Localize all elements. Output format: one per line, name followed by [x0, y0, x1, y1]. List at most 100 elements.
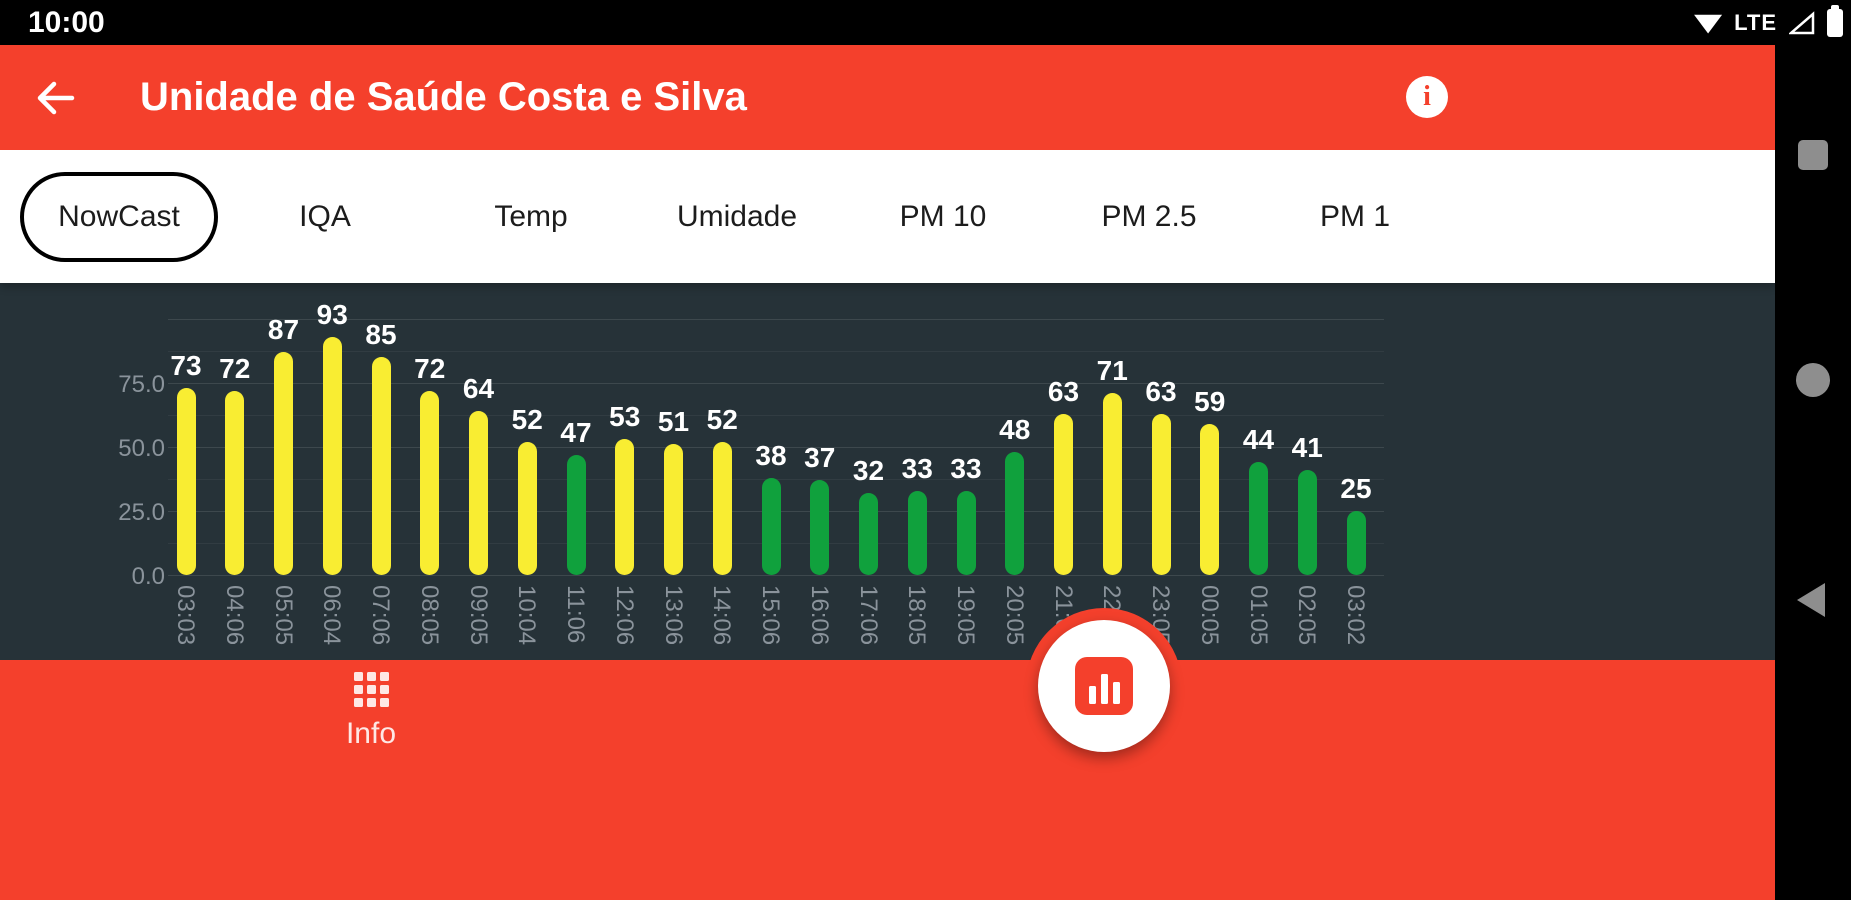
bar[interactable]	[274, 352, 293, 575]
bar-value-label: 25	[1340, 473, 1372, 504]
bar-value-label: 48	[999, 414, 1031, 446]
bottom-bar: Info	[0, 660, 1775, 900]
bar-value-label: 53	[609, 401, 641, 433]
x-tick-label: 10:04	[513, 585, 541, 646]
y-tick-label: 0.0	[131, 563, 165, 590]
tab-pm-2-5[interactable]: PM 2.5	[1046, 200, 1252, 234]
bar[interactable]	[712, 441, 732, 575]
x-tick-label: 19:05	[952, 585, 979, 646]
bar-value-label: 38	[755, 439, 787, 471]
status-time: 10:00	[28, 6, 105, 39]
x-tick-label: 04:06	[220, 585, 248, 646]
tab-label: Temp	[494, 199, 568, 233]
bar[interactable]	[956, 490, 976, 575]
bar[interactable]	[225, 390, 245, 575]
network-type-label: LTE	[1734, 9, 1777, 35]
gridline	[168, 575, 1384, 576]
bar-value-label: 87	[267, 314, 300, 346]
home-circle-icon[interactable]	[1796, 363, 1830, 397]
x-tick-label: 18:05	[903, 585, 931, 646]
bottom-nav-info-label: Info	[345, 717, 397, 750]
tab-nowcast[interactable]: NowCast	[16, 171, 222, 262]
bar-chart-icon	[1075, 657, 1133, 715]
signal-icon	[1789, 10, 1815, 34]
bar-value-label: 63	[1047, 375, 1080, 407]
bar[interactable]	[615, 439, 635, 575]
info-button[interactable]: i	[1406, 76, 1448, 118]
gridline	[168, 351, 1384, 352]
tab-label: PM 2.5	[1101, 199, 1197, 233]
bar-value-label: 52	[706, 403, 738, 435]
recents-square-icon[interactable]	[1798, 140, 1828, 170]
bar-value-label: 72	[219, 352, 251, 384]
gridline	[168, 319, 1384, 320]
bar-value-label: 59	[1194, 385, 1226, 417]
bar-value-label: 85	[365, 319, 397, 351]
tab-pm-1[interactable]: PM 1	[1252, 200, 1458, 234]
x-tick-label: 17:06	[854, 585, 882, 646]
x-tick-label: 07:06	[367, 585, 394, 646]
chart-fab-button[interactable]	[1038, 620, 1170, 752]
bar[interactable]	[907, 490, 927, 575]
bar[interactable]	[1249, 462, 1268, 575]
x-tick-label: 05:05	[269, 585, 297, 646]
gridline	[168, 447, 1384, 448]
android-nav-bar	[1775, 0, 1851, 900]
back-button[interactable]	[30, 73, 80, 123]
bar[interactable]	[1346, 511, 1366, 575]
tab-iqa[interactable]: IQA	[222, 200, 428, 234]
tab-label: NowCast	[20, 171, 218, 262]
tab-umidade[interactable]: Umidade	[634, 200, 840, 234]
gridline	[168, 383, 1384, 384]
bar[interactable]	[1297, 470, 1317, 575]
bar[interactable]	[517, 441, 537, 575]
y-tick-label: 75.0	[118, 371, 165, 398]
wifi-icon	[1694, 14, 1723, 34]
bar[interactable]	[1200, 423, 1220, 575]
x-tick-label: 09:05	[464, 585, 492, 646]
info-icon: i	[1423, 81, 1431, 112]
tab-temp[interactable]: Temp	[428, 200, 634, 234]
x-tick-label: 13:06	[659, 585, 687, 646]
bar-value-label: 33	[950, 452, 982, 484]
bar[interactable]	[371, 357, 391, 575]
bar[interactable]	[761, 477, 781, 575]
bar-value-label: 73	[170, 350, 202, 382]
bar[interactable]	[322, 336, 342, 575]
bar[interactable]	[810, 480, 830, 575]
tab-label: PM 1	[1319, 199, 1391, 233]
x-tick-label: 14:06	[708, 585, 736, 646]
x-tick-label: 00:05	[1195, 585, 1223, 646]
x-tick-label: 12:06	[610, 585, 638, 646]
bar[interactable]	[1151, 413, 1171, 575]
tab-pm-10[interactable]: PM 10	[840, 200, 1046, 234]
bar[interactable]	[1005, 452, 1025, 575]
y-tick-label: 25.0	[118, 499, 165, 526]
x-tick-label: 03:02	[1342, 585, 1369, 646]
grid-icon	[353, 672, 389, 707]
bar[interactable]	[859, 493, 878, 575]
tab-bar: NowCast IQA Temp Umidade PM 10 PM 2.5 PM 1	[0, 150, 1775, 283]
bar-value-label: 64	[462, 373, 495, 405]
bar-value-label: 63	[1145, 375, 1177, 407]
back-arrow-icon	[37, 81, 75, 115]
x-tick-label: 06:04	[318, 585, 346, 646]
bar[interactable]	[1102, 393, 1122, 575]
back-triangle-icon[interactable]	[1797, 583, 1825, 617]
bar-value-label: 72	[414, 352, 446, 384]
bar[interactable]	[1054, 413, 1073, 575]
bar[interactable]	[420, 390, 440, 575]
tab-label: Umidade	[676, 199, 798, 233]
status-bar: 10:00 LTE	[0, 0, 1851, 45]
tab-label: IQA	[299, 199, 351, 233]
bottom-nav-item-info[interactable]: Info	[326, 672, 416, 751]
bar[interactable]	[566, 454, 586, 575]
bar[interactable]	[469, 411, 488, 575]
chart-plot: 0.0 25.0 50.0 75.0 73 03:03 72 04:06 87 05:05 93 06…	[0, 283, 1775, 660]
bar[interactable]	[664, 444, 683, 575]
x-tick-label: 16:06	[805, 585, 833, 646]
x-tick-label: 15:06	[757, 585, 784, 646]
y-tick-label: 50.0	[118, 435, 165, 462]
bar[interactable]	[176, 388, 196, 575]
